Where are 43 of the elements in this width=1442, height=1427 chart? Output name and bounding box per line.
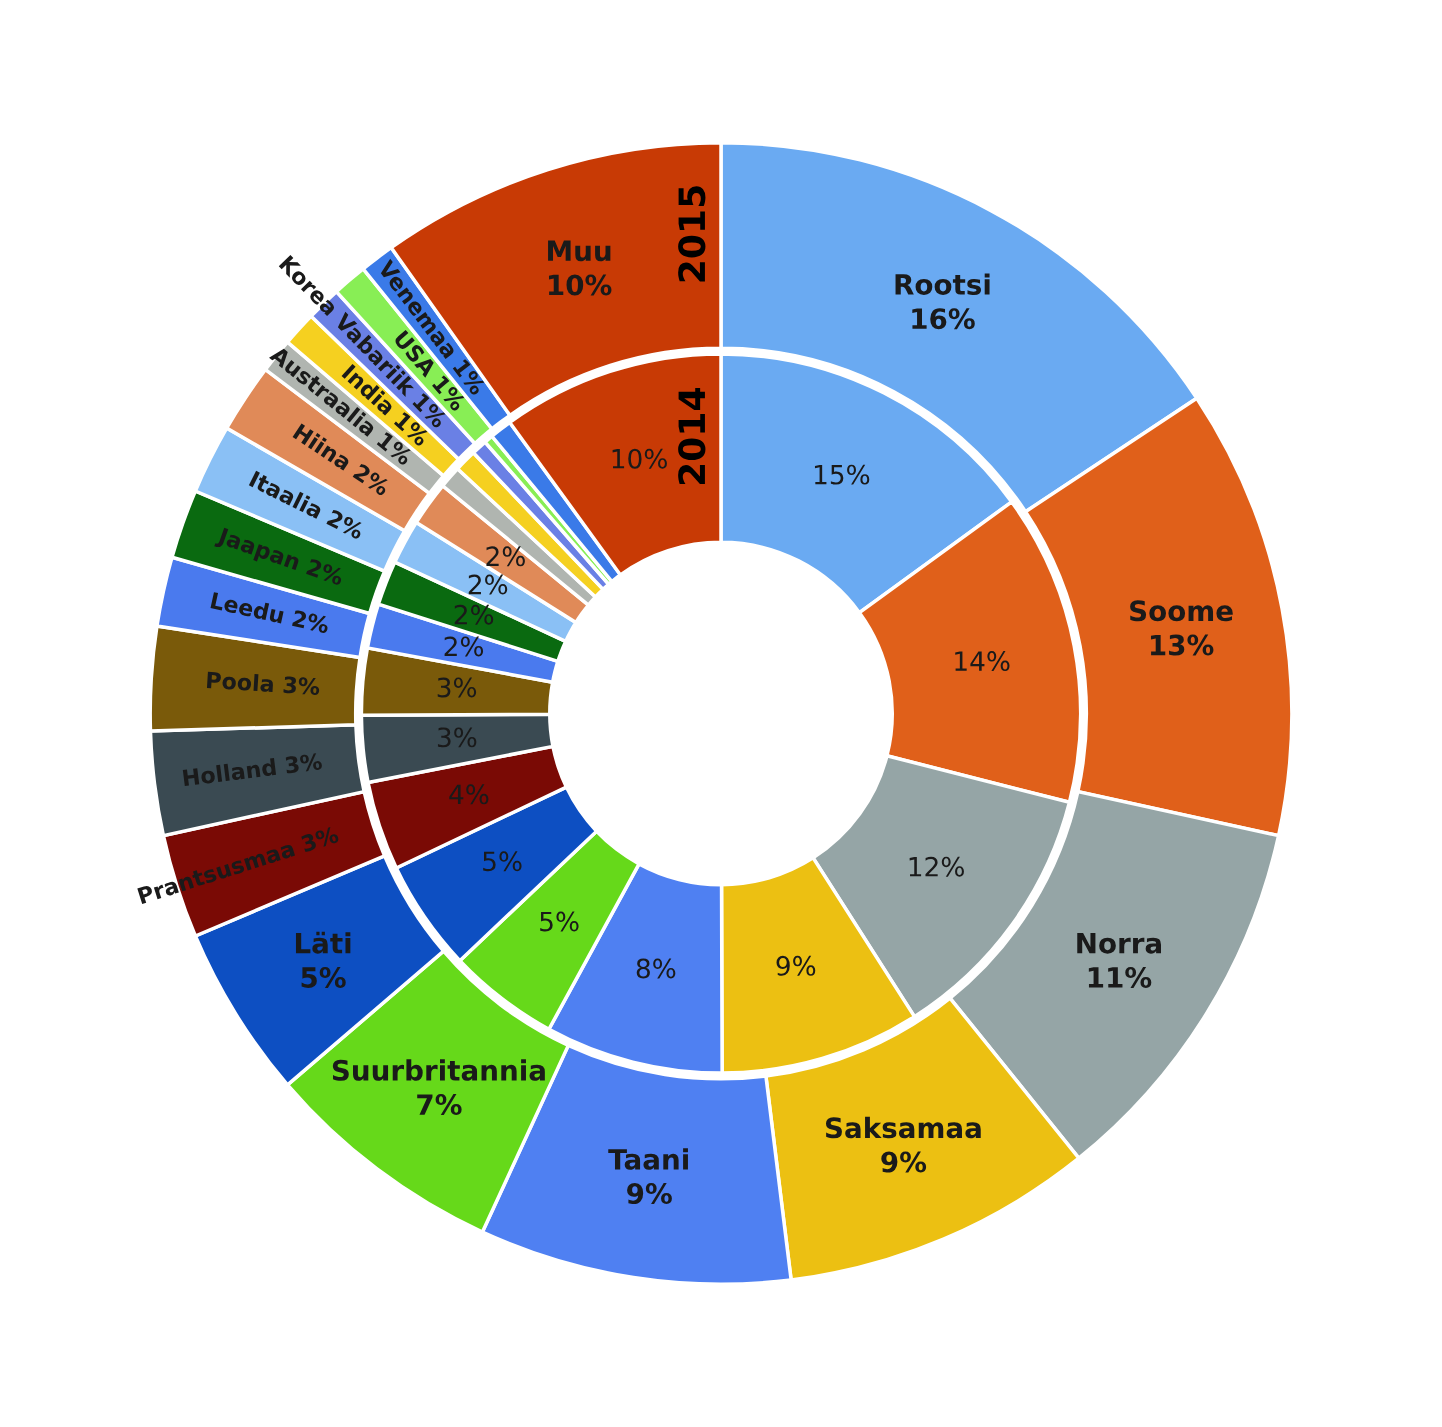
slice-label: Muu <box>548 240 611 262</box>
data-label: 15% <box>814 464 870 485</box>
slice-label: Soome <box>1130 600 1233 622</box>
data-label: 3% <box>437 677 477 698</box>
data-label: 9% <box>881 1151 927 1173</box>
data-label: 5% <box>483 851 522 872</box>
slice-label: Leedu <box>210 591 285 624</box>
data-label: 10% <box>612 448 667 469</box>
slice-label: Norra <box>1077 933 1161 954</box>
data-label: 3% <box>437 727 477 748</box>
data-label: 2% <box>444 636 484 657</box>
data-label: 5% <box>301 966 346 988</box>
slice-label: Läti <box>295 931 351 954</box>
data-label: 9% <box>776 955 816 976</box>
slice-label: Taani <box>608 1148 688 1170</box>
slice-label: 2015 <box>678 186 706 282</box>
data-label: 5% <box>540 911 579 932</box>
slice-label: Saksamaa <box>825 1116 981 1139</box>
data-label: 16% <box>912 308 975 330</box>
data-label: 13% <box>1150 634 1214 656</box>
data-label: 2% <box>486 546 525 567</box>
data-label: 2% <box>352 463 392 497</box>
data-label: 9% <box>627 1183 672 1205</box>
data-label: 12% <box>909 856 964 877</box>
slice-label: Suurbritannia <box>332 1059 545 1081</box>
slice-label: Holland <box>182 758 277 787</box>
slice-label: Rootsi <box>895 273 990 295</box>
data-label: 2% <box>305 558 345 586</box>
data-label: 2% <box>468 574 508 595</box>
data-label: 4% <box>449 784 489 805</box>
data-label: 3% <box>285 752 323 774</box>
data-label: 8% <box>636 958 676 979</box>
data-label: 2% <box>292 609 331 634</box>
data-label: 10% <box>549 274 612 296</box>
data-label: 7% <box>417 1094 462 1116</box>
data-label: 14% <box>955 651 1010 672</box>
slice-label: 2014 <box>678 388 706 485</box>
data-label: 3% <box>283 676 320 696</box>
data-label: 2% <box>454 604 494 625</box>
slice-label: Poola <box>206 671 274 693</box>
data-label: 11% <box>1088 966 1152 988</box>
data-label: 2% <box>326 509 366 540</box>
data-label: 3% <box>300 825 340 853</box>
